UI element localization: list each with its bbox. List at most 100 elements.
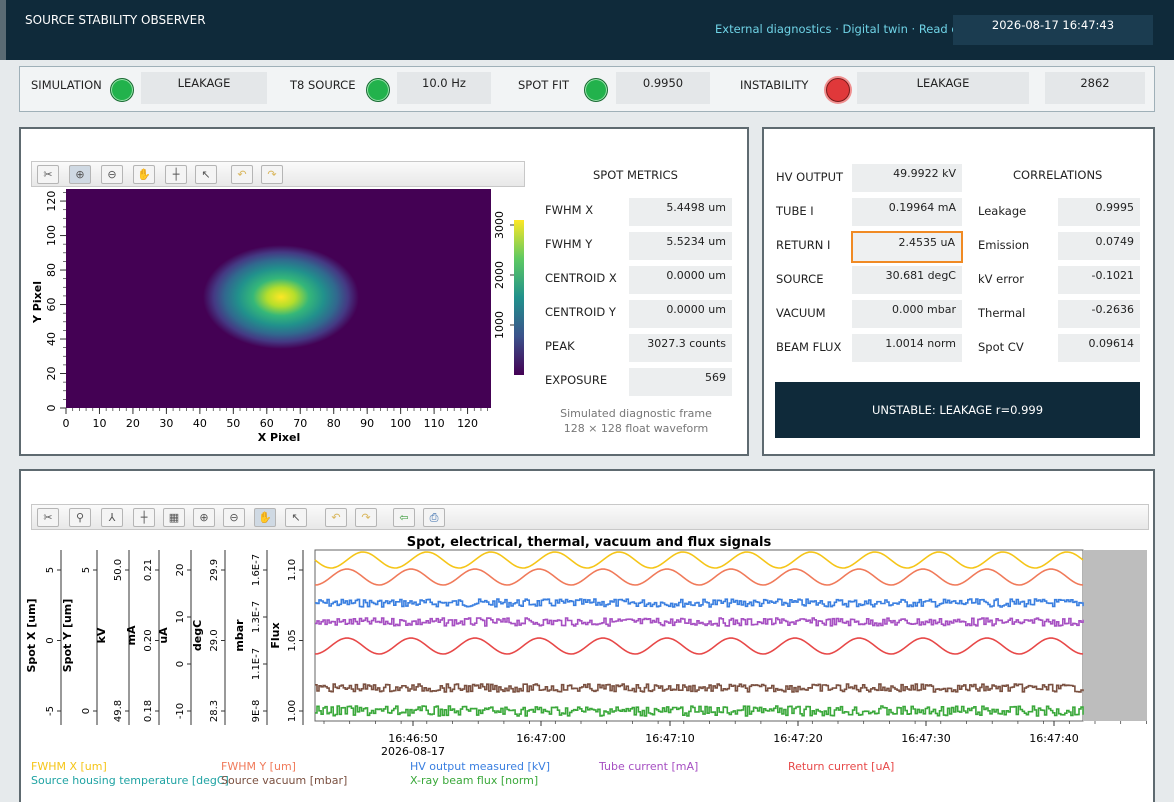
instability-value: LEAKAGE xyxy=(857,72,1029,104)
series-line xyxy=(315,617,1084,627)
x-tick-label: 16:47:10 xyxy=(645,732,694,745)
reading-label: TUBE I xyxy=(776,204,814,218)
legend-return-current: Return current [uA] xyxy=(788,760,895,773)
y-tick-label: 1.6E-7 xyxy=(251,554,262,586)
undo-tool-icon[interactable]: ↶ xyxy=(325,508,347,527)
y-tick-label: 1.00 xyxy=(287,700,298,722)
colorbar-tick-label: 2000 xyxy=(493,261,506,289)
metric-value: 5.4498 um xyxy=(629,198,732,226)
y-axis-label: kV xyxy=(95,627,108,643)
y-tick-label: 5 xyxy=(45,567,56,573)
y-axis-label: mA xyxy=(125,625,138,645)
print-tool-icon[interactable]: ⎙ xyxy=(423,508,445,527)
y-axis: 0.18 0.20 0.21 mA xyxy=(125,550,160,725)
pan-tool-icon[interactable]: ✋ xyxy=(254,508,276,527)
correlation-label: Emission xyxy=(978,238,1030,252)
x-tick-label: 100 xyxy=(390,417,411,430)
status-bar: SIMULATION LEAKAGE T8 SOURCE 10.0 Hz SPO… xyxy=(19,66,1155,112)
simulation-led-icon xyxy=(110,78,134,102)
x-tick-label: 80 xyxy=(327,417,341,430)
y-tick-label: -10 xyxy=(175,703,186,719)
header-info: External diagnostics · Digital twin · Re… xyxy=(715,22,976,36)
axis-scale-tool-icon[interactable]: ⚲ xyxy=(69,508,91,527)
correlation-label: Thermal xyxy=(978,306,1026,320)
x-tick-label: 30 xyxy=(159,417,173,430)
y-tick-label: 1.1E-7 xyxy=(251,648,262,680)
reading-value: 49.9922 kV xyxy=(852,164,962,192)
redo-tool-icon[interactable]: ↷ xyxy=(261,165,283,184)
metric-value: 3027.3 counts xyxy=(629,334,732,362)
spot-fit-value: 0.9950 xyxy=(616,72,710,104)
x-tick-label: 110 xyxy=(424,417,445,430)
reading-label: SOURCE xyxy=(776,272,824,286)
undo-tool-icon[interactable]: ↶ xyxy=(231,165,253,184)
signals-chart: Spot, electrical, thermal, vacuum and fl… xyxy=(25,535,1147,758)
reading-value: 1.0014 norm xyxy=(852,334,962,362)
x-axis-ticks: 16:46:50 16:47:00 16:47:10 16:47:20 16:47:30… xyxy=(323,721,1147,745)
zoom-out-tool-icon[interactable]: ⊖ xyxy=(101,165,123,184)
y-tick-label: 29.9 xyxy=(209,559,220,581)
back-tool-icon[interactable]: ⇦ xyxy=(393,508,415,527)
reading-value: 30.681 degC xyxy=(852,266,962,294)
instability-led-icon xyxy=(826,78,850,102)
y-tick-label: 1.3E-7 xyxy=(251,601,262,633)
crosshair-tool-icon[interactable]: ┼ xyxy=(165,165,187,184)
legend-fwhm-x: FWHM X [um] xyxy=(31,760,107,773)
y-axis: 28.3 29.0 29.9 degC xyxy=(191,550,226,725)
y-axis: -10 0 10 20 uA xyxy=(157,550,192,725)
y-axis-label: Spot Y [um] xyxy=(61,599,74,673)
y-tick-label: 10 xyxy=(175,611,186,624)
y-axis: 1.00 1.05 1.10 Flux xyxy=(269,550,304,725)
y-tick-label: 0 xyxy=(45,405,58,412)
x-tick-label: 90 xyxy=(360,417,374,430)
pan-tool-icon[interactable]: ✋ xyxy=(133,165,155,184)
x-tick-label: 50 xyxy=(226,417,240,430)
zoom-in-tool-icon[interactable]: ⊕ xyxy=(193,508,215,527)
series-lines xyxy=(314,551,1084,717)
colorbar-tick-label: 1000 xyxy=(493,311,506,339)
crosshair-tool-icon[interactable]: ┼ xyxy=(133,508,155,527)
event-counter: 2862 xyxy=(1045,72,1145,104)
reading-label: BEAM FLUX xyxy=(776,340,842,354)
instability-banner: UNSTABLE: LEAKAGE r=0.999 xyxy=(775,382,1140,438)
metric-label: EXPOSURE xyxy=(545,373,608,387)
plot-overflow-region xyxy=(1083,550,1147,721)
y-tick-label: 40 xyxy=(45,332,58,346)
app-title: SOURCE STABILITY OBSERVER xyxy=(25,13,206,27)
beam-spot xyxy=(203,245,359,349)
legend-beam-flux: X-ray beam flux [norm] xyxy=(410,774,539,787)
metric-value: 5.5234 um xyxy=(629,232,732,260)
y-tick-label: 50.0 xyxy=(113,559,124,581)
y-tick-label: 60 xyxy=(45,298,58,312)
reading-label: HV OUTPUT xyxy=(776,170,844,184)
correlation-label: Leakage xyxy=(978,204,1027,218)
correlations-title: CORRELATIONS xyxy=(1013,168,1103,182)
spot-fit-label: SPOT FIT xyxy=(518,78,569,92)
x-tick-label: 60 xyxy=(260,417,274,430)
plot-area xyxy=(314,549,1084,722)
select-tool-icon[interactable]: ↖ xyxy=(195,165,217,184)
metric-label: PEAK xyxy=(545,339,575,353)
metric-label: FWHM Y xyxy=(545,237,593,251)
grid-tool-icon[interactable]: ▦ xyxy=(163,508,185,527)
signals-toolbar: ✂ ⚲ ⅄ ┼ ▦ ⊕ ⊖ ✋ ↖ ↶ ↷ ⇦ ⎙ xyxy=(31,504,1149,530)
reading-label: RETURN I xyxy=(776,238,831,252)
legend-vacuum: Source vacuum [mbar] xyxy=(221,774,348,787)
zoom-in-tool-icon[interactable]: ⊕ xyxy=(69,165,91,184)
y-tick-label: 1.10 xyxy=(287,559,298,581)
autoscale-tool-icon[interactable]: ⅄ xyxy=(101,508,123,527)
zoom-out-tool-icon[interactable]: ⊖ xyxy=(223,508,245,527)
y-tick-label: 0.18 xyxy=(143,700,154,722)
series-line xyxy=(315,683,1084,693)
y-tick-label: 28.3 xyxy=(209,700,220,722)
y-axis-label: degC xyxy=(191,620,204,651)
configure-tool-icon[interactable]: ✂ xyxy=(37,508,59,527)
t8-source-value: 10.0 Hz xyxy=(397,72,491,104)
colorbar-ticks: 1000 2000 3000 xyxy=(493,211,514,339)
y-tick-label: 20 xyxy=(175,564,186,577)
y-tick-label: 120 xyxy=(45,191,58,212)
redo-tool-icon[interactable]: ↷ xyxy=(355,508,377,527)
correlation-value: 0.9995 xyxy=(1058,198,1140,226)
select-tool-icon[interactable]: ↖ xyxy=(285,508,307,527)
configure-tool-icon[interactable]: ✂ xyxy=(37,165,59,184)
